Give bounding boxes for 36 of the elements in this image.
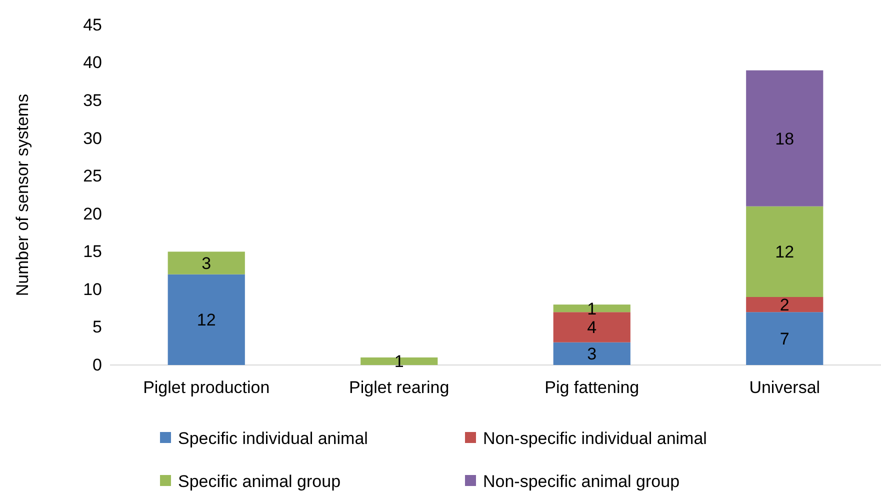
bar	[746, 297, 824, 312]
legend-label: Non-specific animal group	[483, 472, 680, 491]
data-label: 2	[780, 296, 790, 315]
data-label: 7	[780, 330, 790, 349]
y-tick-label: 25	[83, 166, 102, 186]
y-tick-label: 10	[83, 280, 102, 299]
y-tick-label: 20	[83, 204, 102, 224]
y-axis-title: Number of sensor systems	[13, 94, 32, 296]
bar	[746, 312, 824, 365]
data-label: 4	[587, 318, 597, 338]
bar	[746, 206, 824, 297]
bar	[746, 70, 824, 206]
bar	[168, 274, 245, 365]
y-tick-label: 15	[83, 242, 102, 262]
bar	[553, 304, 630, 312]
bar	[360, 357, 438, 365]
y-tick-label: 35	[83, 90, 102, 110]
y-tick-label: 40	[83, 53, 102, 72]
bar	[168, 252, 245, 274]
legend-label: Specific individual animal	[178, 428, 368, 448]
y-tick-label: 5	[92, 318, 102, 337]
x-tick-label: Piglet rearing	[349, 378, 450, 398]
legend-label: Non-specific individual animal	[483, 428, 707, 448]
data-label: 3	[202, 254, 212, 273]
bar	[553, 342, 630, 365]
y-tick-label: 45	[83, 15, 102, 34]
y-tick-label: 30	[83, 128, 102, 148]
data-label: 12	[196, 310, 216, 330]
data-label: 12	[775, 242, 794, 262]
data-label: 18	[775, 129, 794, 148]
x-tick-label: Universal	[749, 378, 820, 398]
data-label: 3	[587, 344, 597, 364]
x-tick-label: Pig fattening	[544, 378, 640, 398]
x-tick-label: Piglet production	[143, 378, 270, 398]
legend-label: Specific animal group	[178, 472, 341, 491]
y-tick-label: 0	[92, 355, 102, 374]
